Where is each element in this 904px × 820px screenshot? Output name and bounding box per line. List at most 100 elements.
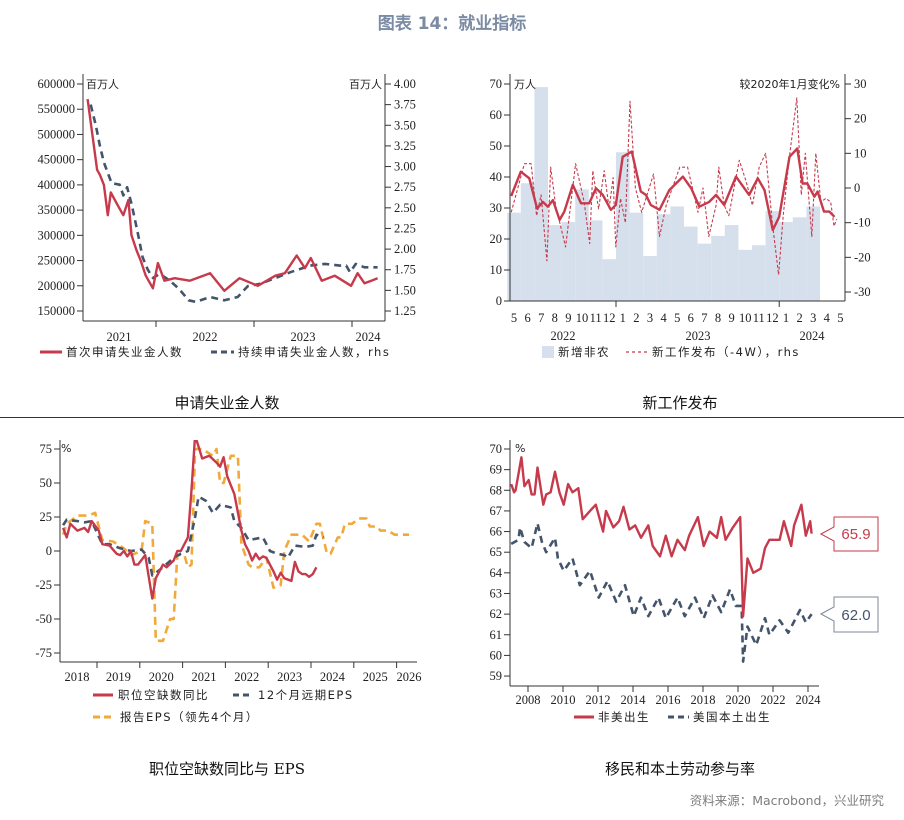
- x-tick-label: 2: [796, 311, 802, 325]
- y-tick-label: 10: [854, 146, 867, 160]
- legend-swatch-nonfarm: [542, 346, 554, 358]
- y-tick-label: 350000: [38, 203, 76, 217]
- x-tick-label: 8: [552, 311, 558, 325]
- y-tick-label: -75: [35, 646, 52, 660]
- y-tick-label: 70: [490, 442, 503, 456]
- y-tick-label: 4.00: [394, 77, 416, 91]
- y-tick-label: 600000: [38, 77, 76, 91]
- bar-nonfarm: [575, 189, 589, 301]
- x-tick-label: 1: [620, 311, 626, 325]
- legend-nonfarm: 新增非农: [558, 345, 610, 359]
- bar-nonfarm: [792, 217, 807, 301]
- y-tick-label: 30: [490, 201, 503, 215]
- x-year-label: 2022: [551, 329, 576, 343]
- y-tick-label: 50: [40, 476, 53, 490]
- y-tick-label: 20: [854, 112, 867, 126]
- x-tick-label: 5: [837, 311, 843, 325]
- y-tick-label: 68: [490, 483, 503, 497]
- x-tick-label: 9: [565, 311, 571, 325]
- callout-native-born-value: 62.0: [841, 607, 870, 624]
- unit-left-c1: 百万人: [86, 78, 119, 91]
- line-continuing-claims: [89, 104, 378, 304]
- x-tick-label: 2012: [586, 693, 611, 707]
- y-tick-label: 30: [854, 77, 867, 91]
- y-tick-label: 50: [490, 139, 503, 153]
- x-tick-label: 2021: [192, 670, 217, 684]
- y-tick-label: -30: [854, 285, 871, 299]
- bar-nonfarm: [806, 206, 820, 301]
- x-tick-label: 4: [824, 311, 831, 325]
- bar-nonfarm: [724, 225, 739, 301]
- y-tick-label: -25: [35, 578, 52, 592]
- y-tick-label: 500000: [38, 127, 76, 141]
- x-tick-label: 5: [511, 311, 517, 325]
- x-tick-label: 2023: [277, 670, 302, 684]
- x-tick-label: 7: [538, 311, 544, 325]
- bar-nonfarm: [779, 221, 793, 301]
- x-tick-label: 10: [739, 311, 752, 325]
- y-tick-label: 60: [490, 648, 503, 662]
- x-year-label: 2023: [686, 329, 711, 343]
- y-tick-label: 62: [490, 607, 503, 621]
- bar-nonfarm: [765, 211, 780, 301]
- x-tick-label: 2018: [65, 670, 90, 684]
- x-year-label: 2024: [800, 329, 826, 343]
- x-tick-label: 12: [766, 311, 779, 325]
- callout-foreign-born: [819, 516, 879, 552]
- y-tick-label: 3.25: [394, 139, 416, 153]
- x-tick-label: 2010: [551, 693, 576, 707]
- bar-nonfarm: [507, 212, 521, 301]
- y-tick-label: 20: [490, 232, 503, 246]
- x-tick-label: 2025: [363, 670, 388, 684]
- x-tick-label: 2022: [761, 693, 786, 707]
- x-tick-label: 2020: [149, 670, 174, 684]
- line-reported-eps: [61, 447, 410, 643]
- y-tick-label: 69: [490, 463, 503, 477]
- y-tick-label: 2.00: [394, 242, 416, 256]
- legend-forward-eps: 12个月远期EPS: [258, 688, 354, 702]
- y-tick-label: 67: [490, 504, 503, 518]
- x-tick-label: 8: [715, 311, 721, 325]
- x-tick-label: 2024: [320, 670, 346, 684]
- bar-nonfarm: [697, 243, 712, 301]
- bar-nonfarm: [520, 183, 535, 301]
- x-tick-label: 6: [688, 311, 694, 325]
- y-tick-label: 0: [854, 181, 860, 195]
- chart-initial-claims: 600000 550000 500000 450000 400000 350000 3000…: [38, 74, 416, 344]
- x-tick-label: 11: [590, 311, 602, 325]
- x-tick-label: 2022: [234, 670, 259, 684]
- bar-nonfarm: [670, 206, 684, 301]
- unit-left-c2: 万人: [514, 78, 536, 91]
- unit-left-c3: %: [61, 442, 71, 455]
- y-tick-label: 65: [490, 545, 503, 559]
- caption-initial-claims: 申请失业金人数: [174, 394, 279, 412]
- bar-nonfarm: [534, 87, 548, 301]
- x-tick-label: 2022: [193, 330, 218, 344]
- source-note: 资料来源：Macrobond，兴业研究: [690, 793, 885, 808]
- x-tick-label: 11: [753, 311, 765, 325]
- x-tick-label: 2014: [621, 693, 647, 707]
- legend-reported-eps: 报告EPS（领先4个月）: [120, 710, 259, 724]
- y-tick-label: 60: [490, 108, 503, 122]
- y-tick-label: 64: [490, 566, 503, 580]
- bar-nonfarm: [656, 214, 671, 301]
- legend-initial-claims: 首次申请失业金人数: [66, 345, 183, 359]
- y-tick-label: 2.25: [394, 221, 416, 235]
- y-tick-label: 250000: [38, 254, 76, 268]
- y-tick-label: 2.75: [394, 180, 416, 194]
- y-tick-label: 59: [490, 669, 503, 683]
- line-initial-claims: [86, 98, 379, 292]
- x-tick-label: 12: [603, 311, 616, 325]
- bar-nonfarm: [643, 256, 657, 301]
- bar-nonfarm: [629, 212, 644, 301]
- bar-nonfarm: [684, 226, 698, 301]
- y-tick-label: 1.75: [394, 263, 416, 277]
- y-tick-label: 25: [40, 510, 53, 524]
- bar-nonfarm: [588, 220, 603, 301]
- callout-native-born: [819, 596, 879, 633]
- x-tick-label: 2024: [356, 330, 382, 344]
- y-tick-label: 75: [40, 442, 53, 456]
- unit-left-c4: %: [515, 442, 525, 455]
